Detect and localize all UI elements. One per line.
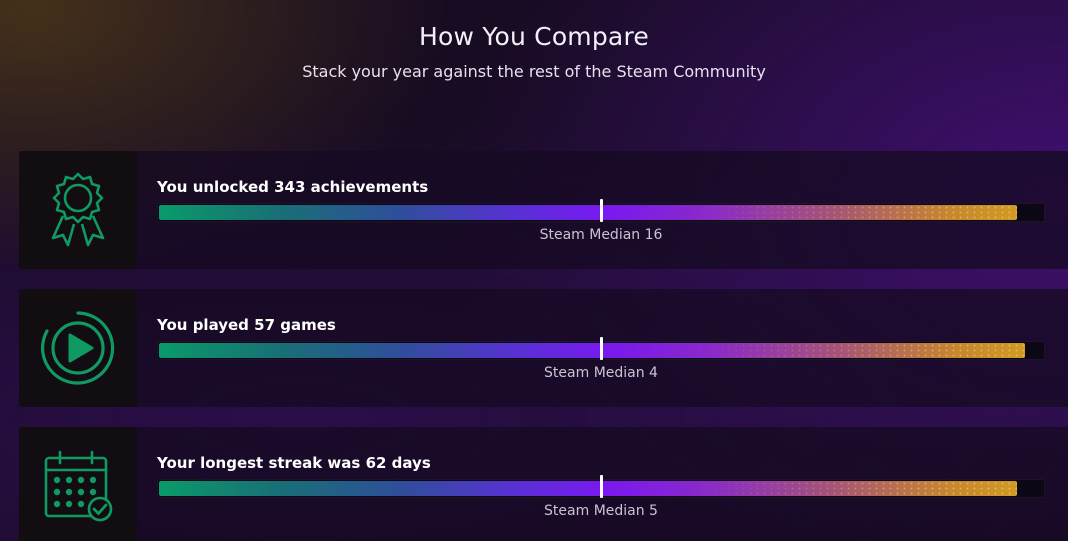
stat-label: You played 57 games bbox=[157, 316, 336, 334]
median-marker bbox=[599, 199, 603, 222]
median-label: Steam Median 4 bbox=[544, 365, 658, 381]
page-title: How You Compare bbox=[419, 22, 649, 51]
user-value-fill bbox=[159, 343, 1025, 358]
median-label: Steam Median 16 bbox=[539, 227, 663, 243]
median-marker bbox=[599, 475, 603, 498]
stat-card-games: You played 57 games Steam Median 4 bbox=[19, 289, 1068, 407]
stat-label: You unlocked 343 achievements bbox=[157, 178, 429, 196]
card-icon-container bbox=[19, 427, 137, 541]
stat-label: Your longest streak was 62 days bbox=[157, 454, 431, 472]
user-value-fill bbox=[159, 205, 1017, 220]
stat-card-achievements: You unlocked 343 achievements Steam Medi… bbox=[19, 151, 1068, 269]
user-value-fill bbox=[159, 481, 1017, 496]
calendar-check-icon bbox=[44, 450, 113, 522]
median-label: Steam Median 5 bbox=[544, 503, 658, 519]
comparison-bar bbox=[157, 203, 1045, 222]
card-icon-container bbox=[19, 151, 137, 269]
award-ribbon-icon bbox=[51, 172, 105, 247]
page-subtitle: Stack your year against the rest of the … bbox=[302, 62, 766, 81]
card-icon-container bbox=[19, 289, 137, 407]
play-circle-icon bbox=[41, 311, 115, 385]
stat-card-streak: Your longest streak was 62 days Steam Me… bbox=[19, 427, 1068, 541]
median-marker bbox=[599, 337, 603, 360]
